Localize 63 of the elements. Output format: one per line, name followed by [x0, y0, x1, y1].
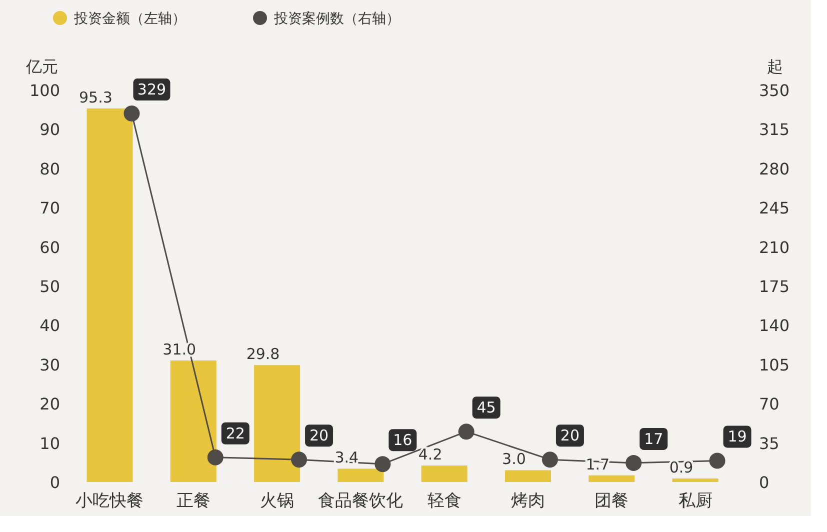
- point: [207, 449, 224, 466]
- point: [374, 456, 391, 472]
- point: [124, 106, 140, 122]
- y2-tick-label: 245: [759, 198, 790, 218]
- data-label: 19: [728, 428, 747, 446]
- y2-tick-label: 350: [759, 81, 790, 100]
- data-label: 4.2: [418, 446, 442, 464]
- point: [291, 452, 308, 468]
- x-tick-label: 烤肉: [510, 491, 545, 511]
- legend-label: 投资案例数（右轴）: [273, 10, 400, 27]
- y2-tick-label: 210: [759, 238, 790, 257]
- y2-tick-label: 280: [759, 159, 790, 178]
- y-tick-label: 80: [40, 159, 60, 178]
- y-tick-label: 70: [40, 198, 60, 218]
- bar: [588, 475, 635, 482]
- y2-tick-label: 315: [759, 120, 790, 140]
- point: [626, 454, 642, 471]
- y2-axis-title: 起: [767, 57, 783, 76]
- legend-label: 投资金额（左轴）: [73, 11, 186, 27]
- x-tick-label: 小吃快餐: [76, 491, 144, 511]
- data-label: 3.0: [502, 450, 526, 468]
- y2-tick-label: 35: [759, 434, 780, 453]
- x-tick-label: 轻食: [427, 491, 462, 511]
- y-tick-label: 50: [40, 277, 60, 296]
- bar: [170, 360, 216, 482]
- data-label: 22: [226, 424, 245, 442]
- y2-tick-label: 140: [759, 316, 790, 336]
- x-tick-label: 食品餐饮化: [318, 491, 404, 511]
- y-tick-label: 20: [40, 394, 60, 414]
- data-label: 329: [137, 80, 166, 99]
- y-tick-label: 40: [40, 316, 60, 336]
- x-tick-label: 私厨: [678, 491, 712, 511]
- y-tick-label: 0: [50, 473, 60, 492]
- x-tick-label: 团餐: [594, 491, 629, 511]
- data-label: 16: [393, 431, 412, 450]
- data-label: 20: [309, 426, 329, 445]
- y2-tick-label: 105: [759, 355, 790, 374]
- bar: [86, 108, 133, 482]
- y-tick-label: 100: [29, 81, 60, 100]
- bar: [504, 470, 551, 482]
- x-tick-label: 火锅: [260, 491, 294, 511]
- data-label: 29.8: [246, 345, 280, 364]
- data-label: 20: [560, 426, 580, 445]
- x-tick-label: 正餐: [176, 491, 210, 511]
- data-label: 17: [644, 430, 664, 448]
- point: [542, 452, 558, 468]
- bar: [338, 468, 384, 482]
- y2-tick-label: 70: [759, 394, 780, 414]
- y-tick-label: 10: [40, 434, 60, 453]
- y-tick-label: 60: [40, 238, 60, 257]
- y-axis-title: 亿元: [25, 57, 58, 76]
- y2-tick-label: 175: [759, 277, 790, 296]
- data-label: 95.3: [79, 88, 112, 106]
- bar: [254, 365, 300, 482]
- bar: [421, 466, 468, 482]
- point: [709, 452, 726, 469]
- point: [458, 424, 474, 440]
- data-label: 0.9: [669, 458, 694, 476]
- y2-tick-label: 0: [759, 473, 770, 492]
- y-tick-label: 30: [40, 355, 60, 374]
- y-tick-label: 90: [40, 120, 60, 140]
- bar: [672, 478, 718, 482]
- data-label: 45: [476, 398, 496, 417]
